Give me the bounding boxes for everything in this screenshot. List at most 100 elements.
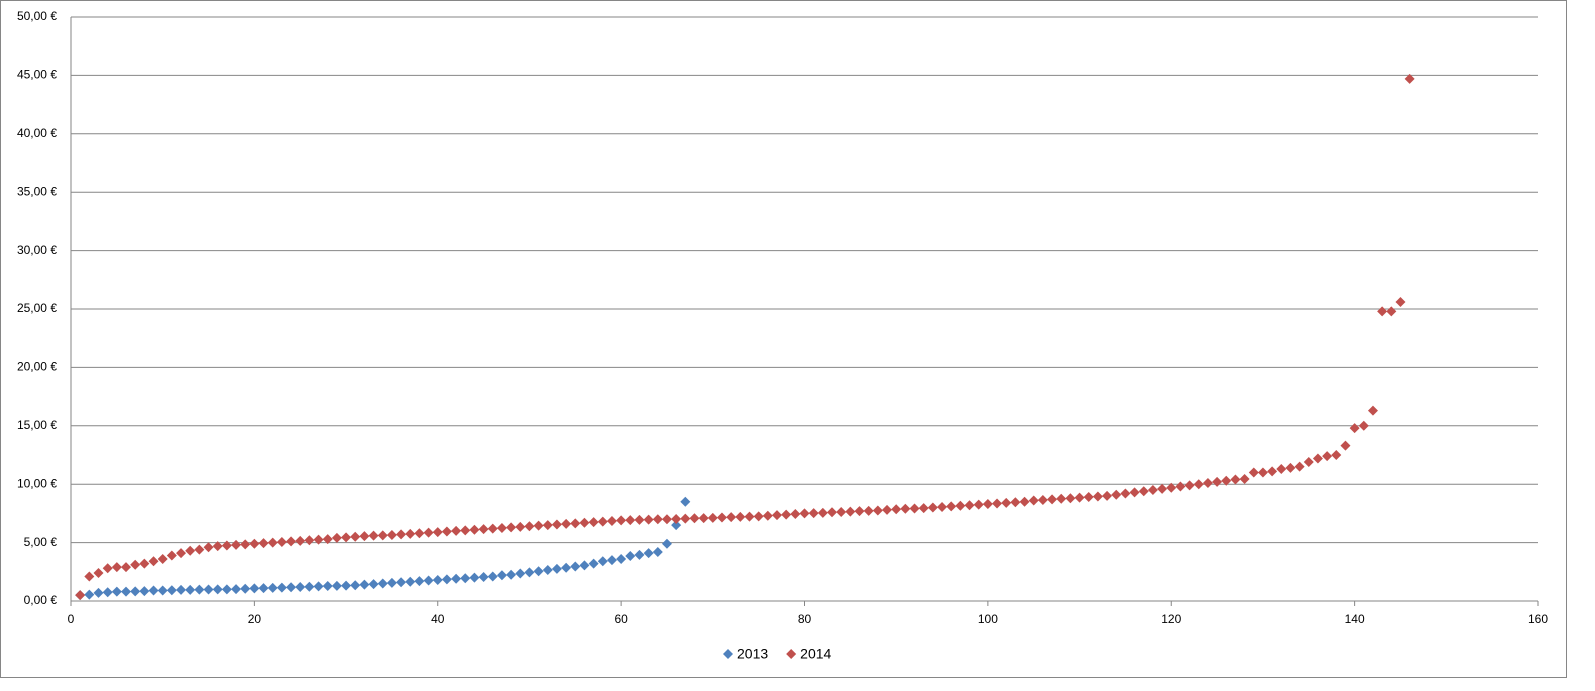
point <box>588 558 599 569</box>
point <box>1340 440 1351 451</box>
point <box>121 586 132 597</box>
point <box>570 561 581 572</box>
point <box>1001 497 1012 508</box>
point <box>368 579 379 590</box>
x-tick-label: 20 <box>248 612 262 626</box>
point <box>84 571 95 582</box>
point <box>753 511 764 522</box>
point <box>469 572 480 583</box>
legend-marker <box>786 649 797 659</box>
point <box>606 515 617 526</box>
point <box>1239 473 1250 484</box>
point <box>661 538 672 549</box>
point <box>496 570 507 581</box>
point <box>817 507 828 518</box>
point <box>515 568 526 579</box>
point <box>634 549 645 560</box>
point <box>726 512 737 523</box>
point <box>267 537 278 548</box>
point <box>176 584 187 595</box>
point <box>405 528 416 539</box>
point <box>148 585 159 596</box>
point <box>487 523 498 534</box>
point <box>1276 464 1287 475</box>
point <box>258 583 269 594</box>
point <box>396 577 407 588</box>
point <box>955 500 966 511</box>
point <box>616 553 627 564</box>
point <box>157 585 168 596</box>
point <box>1230 474 1241 485</box>
point <box>185 545 196 556</box>
point <box>276 537 287 548</box>
point <box>194 544 205 555</box>
point <box>240 539 251 550</box>
point <box>322 534 333 545</box>
point <box>845 506 856 517</box>
point <box>221 540 232 551</box>
point <box>836 506 847 517</box>
point <box>350 580 361 591</box>
point <box>111 586 122 597</box>
point <box>542 565 553 576</box>
point <box>386 530 397 541</box>
point <box>790 508 801 519</box>
point <box>808 508 819 519</box>
point <box>194 584 205 595</box>
point <box>286 536 297 547</box>
point <box>212 541 223 552</box>
point <box>441 526 452 537</box>
point <box>386 577 397 588</box>
point <box>918 503 929 514</box>
point <box>698 513 709 524</box>
point <box>744 511 755 522</box>
point <box>533 566 544 577</box>
point <box>1212 476 1223 487</box>
point <box>1377 306 1388 317</box>
point <box>616 515 627 526</box>
y-tick-label: 40,00 € <box>17 126 57 140</box>
point <box>707 512 718 523</box>
point <box>735 511 746 522</box>
point <box>606 555 617 566</box>
point <box>781 509 792 520</box>
point <box>249 538 260 549</box>
point <box>671 520 682 531</box>
point <box>295 581 306 592</box>
point <box>799 508 810 519</box>
point <box>643 514 654 525</box>
point <box>1367 405 1378 416</box>
point <box>992 498 1003 509</box>
point <box>432 574 443 585</box>
x-tick-label: 0 <box>68 612 75 626</box>
y-tick-label: 25,00 € <box>17 301 57 315</box>
point <box>203 584 214 595</box>
point <box>863 505 874 516</box>
point <box>93 587 104 598</box>
point <box>689 513 700 524</box>
legend-marker <box>723 649 733 659</box>
point <box>423 527 434 538</box>
point <box>680 496 691 507</box>
point <box>478 524 489 535</box>
legend-label: 2013 <box>737 646 768 662</box>
legend: 2013 2014 <box>723 646 832 662</box>
point <box>643 548 654 559</box>
point <box>680 513 691 524</box>
point <box>231 584 242 595</box>
y-tick-label: 35,00 € <box>17 184 57 198</box>
point <box>304 535 315 546</box>
point <box>93 567 104 578</box>
point <box>1157 483 1168 494</box>
point <box>900 503 911 514</box>
point <box>762 510 773 521</box>
point <box>286 582 297 593</box>
point <box>130 586 141 597</box>
x-tick-label: 140 <box>1345 612 1365 626</box>
point <box>432 527 443 538</box>
point <box>1248 467 1259 478</box>
point <box>1331 450 1342 460</box>
point <box>597 516 608 527</box>
point <box>1285 462 1296 473</box>
point <box>634 514 645 525</box>
